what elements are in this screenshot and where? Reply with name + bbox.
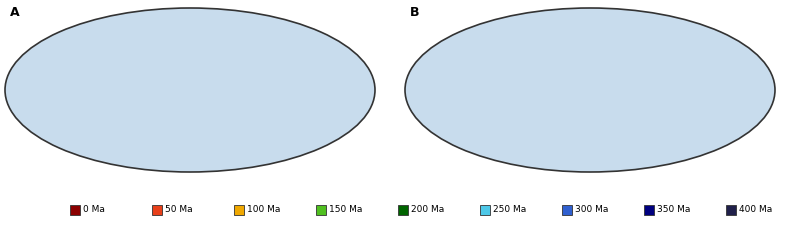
- Text: B: B: [410, 6, 419, 19]
- Text: 400 Ma: 400 Ma: [739, 205, 772, 214]
- FancyBboxPatch shape: [70, 205, 80, 215]
- FancyBboxPatch shape: [562, 205, 572, 215]
- Text: 250 Ma: 250 Ma: [493, 205, 526, 214]
- Text: 300 Ma: 300 Ma: [575, 205, 608, 214]
- Text: A: A: [10, 6, 20, 19]
- Text: 0 Ma: 0 Ma: [83, 205, 105, 214]
- FancyBboxPatch shape: [644, 205, 654, 215]
- Text: 200 Ma: 200 Ma: [411, 205, 444, 214]
- FancyBboxPatch shape: [398, 205, 408, 215]
- FancyBboxPatch shape: [316, 205, 326, 215]
- Text: 150 Ma: 150 Ma: [329, 205, 362, 214]
- Ellipse shape: [5, 8, 375, 172]
- FancyBboxPatch shape: [152, 205, 162, 215]
- Text: 50 Ma: 50 Ma: [165, 205, 193, 214]
- FancyBboxPatch shape: [480, 205, 490, 215]
- FancyBboxPatch shape: [726, 205, 736, 215]
- Text: 100 Ma: 100 Ma: [247, 205, 280, 214]
- Ellipse shape: [405, 8, 775, 172]
- FancyBboxPatch shape: [234, 205, 244, 215]
- Text: 350 Ma: 350 Ma: [657, 205, 690, 214]
